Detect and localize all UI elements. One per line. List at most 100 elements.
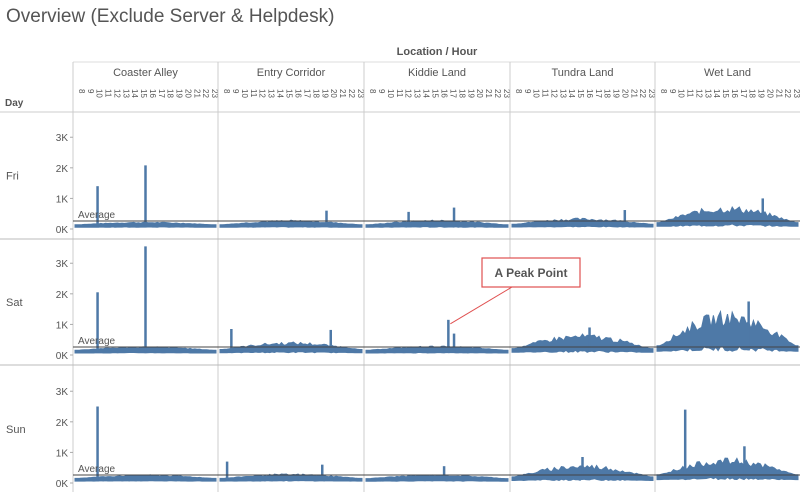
hour-tick-label: 12 — [404, 89, 413, 98]
y-tick-label: 3K — [56, 387, 69, 398]
column-header: Location / Hour — [397, 46, 478, 58]
annotation-box — [481, 257, 581, 288]
hour-tick-label: 14 — [130, 89, 139, 98]
series-band — [656, 457, 799, 481]
location-label: Entry Corridor — [257, 67, 326, 79]
hour-tick-label: 11 — [249, 89, 258, 98]
hour-tick-label: 23 — [502, 89, 511, 98]
day-label: Sat — [6, 297, 23, 309]
hour-tick-label: 23 — [210, 89, 219, 98]
hour-tick-label: 16 — [293, 89, 302, 98]
hour-tick-label: 21 — [192, 89, 201, 98]
hour-tick-label: 9 — [86, 89, 95, 94]
hour-tick-label: 17 — [302, 89, 311, 98]
hour-tick-label: 17 — [448, 89, 457, 98]
series-band — [219, 473, 363, 482]
average-label: Average — [78, 336, 116, 347]
hour-tick-label: 15 — [721, 89, 730, 98]
hour-tick-label: 9 — [231, 89, 240, 94]
hour-tick-label: 9 — [377, 89, 386, 94]
hour-tick-label: 12 — [549, 89, 558, 98]
y-tick-label: 0K — [56, 351, 69, 362]
hour-tick-label: 16 — [730, 89, 739, 98]
hour-tick-label: 14 — [567, 89, 576, 98]
y-tick-label: 3K — [56, 133, 69, 144]
hour-tick-label: 22 — [347, 89, 356, 98]
hour-tick-label: 20 — [620, 89, 629, 98]
hour-tick-label: 10 — [95, 89, 104, 98]
hour-tick-label: 19 — [757, 89, 766, 98]
hour-tick-label: 22 — [783, 89, 792, 98]
hour-tick-label: 13 — [121, 89, 130, 98]
y-tick-label: 0K — [56, 225, 69, 236]
hour-tick-label: 9 — [668, 89, 677, 94]
hour-tick-label: 16 — [439, 89, 448, 98]
hour-tick-label: 22 — [201, 89, 210, 98]
average-label: Average — [78, 210, 116, 221]
hour-tick-label: 19 — [612, 89, 621, 98]
hour-tick-label: 8 — [368, 89, 377, 94]
hour-tick-label: 21 — [338, 89, 347, 98]
hour-tick-label: 19 — [175, 89, 184, 98]
chart-title: Overview (Exclude Server & Helpdesk) — [6, 6, 335, 27]
location-label: Wet Land — [704, 67, 751, 79]
series-band — [74, 474, 217, 482]
hour-tick-label: 21 — [774, 89, 783, 98]
y-tick-label: 1K — [56, 448, 69, 459]
series-band — [656, 309, 799, 352]
hour-tick-label: 23 — [647, 89, 656, 98]
y-tick-label: 1K — [56, 320, 69, 331]
location-label: Kiddie Land — [408, 67, 466, 79]
hour-tick-label: 10 — [677, 89, 686, 98]
hour-tick-label: 20 — [475, 89, 484, 98]
hour-tick-label: 18 — [603, 89, 612, 98]
hour-tick-label: 15 — [285, 89, 294, 98]
hour-tick-label: 17 — [157, 89, 166, 98]
hour-tick-label: 8 — [659, 89, 668, 94]
y-tick-label: 2K — [56, 418, 69, 429]
y-tick-label: 2K — [56, 290, 69, 301]
y-tick-label: 2K — [56, 164, 69, 175]
hour-tick-label: 11 — [395, 89, 404, 98]
hour-tick-label: 10 — [386, 89, 395, 98]
hour-tick-label: 13 — [413, 89, 422, 98]
hour-tick-label: 14 — [712, 89, 721, 98]
hour-tick-label: 11 — [104, 89, 113, 98]
hour-tick-label: 21 — [629, 89, 638, 98]
hour-tick-label: 20 — [183, 89, 192, 98]
hour-tick-label: 18 — [748, 89, 757, 98]
y-tick-label: 1K — [56, 194, 69, 205]
hour-tick-label: 16 — [585, 89, 594, 98]
hour-tick-label: 10 — [532, 89, 541, 98]
hour-tick-label: 11 — [541, 89, 550, 98]
hour-tick-label: 23 — [356, 89, 365, 98]
hour-tick-label: 12 — [694, 89, 703, 98]
hour-tick-label: 10 — [240, 89, 249, 98]
row-header: Day — [5, 98, 24, 109]
hour-tick-label: 9 — [523, 89, 532, 94]
series-band — [511, 217, 654, 228]
location-label: Tundra Land — [552, 67, 614, 79]
hour-tick-label: 18 — [166, 89, 175, 98]
day-label: Sun — [6, 424, 26, 436]
hour-tick-label: 23 — [792, 89, 800, 98]
hour-tick-label: 15 — [576, 89, 585, 98]
hour-tick-label: 20 — [765, 89, 774, 98]
location-label: Coaster Alley — [113, 67, 178, 79]
hour-tick-label: 18 — [457, 89, 466, 98]
hour-tick-label: 15 — [139, 89, 148, 98]
series-band — [511, 333, 654, 353]
hour-tick-label: 14 — [422, 89, 431, 98]
hour-tick-label: 21 — [484, 89, 493, 98]
annotation-label: A Peak Point — [495, 266, 568, 280]
hour-tick-label: 15 — [431, 89, 440, 98]
hour-tick-label: 17 — [739, 89, 748, 98]
hour-tick-label: 13 — [703, 89, 712, 98]
series-band — [656, 206, 799, 227]
y-tick-label: 0K — [56, 479, 69, 490]
hour-tick-label: 16 — [148, 89, 157, 98]
hour-tick-label: 13 — [558, 89, 567, 98]
day-label: Fri — [6, 171, 19, 183]
series-band — [365, 474, 509, 482]
